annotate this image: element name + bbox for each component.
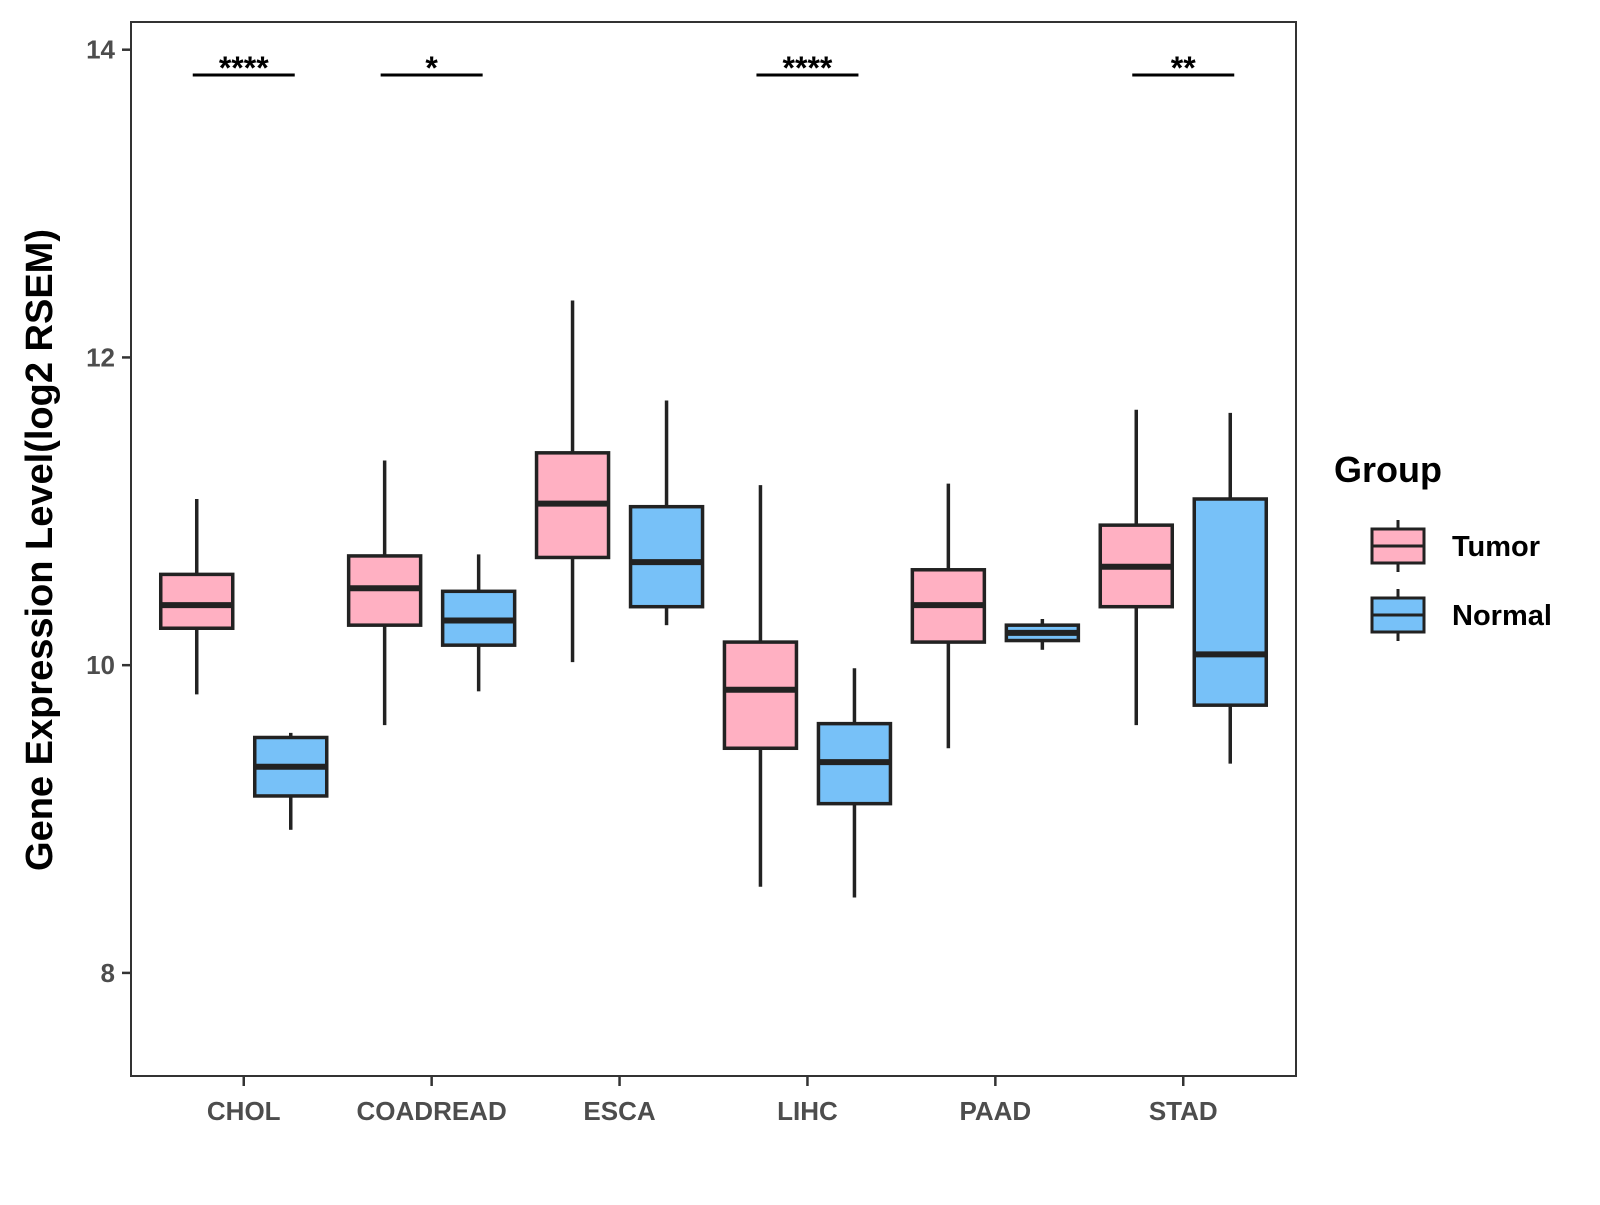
- y-tick-label: 14: [86, 35, 115, 65]
- box-iqr: [628, 504, 705, 609]
- legend-item-normal: Normal: [1370, 589, 1552, 641]
- x-tick-label: PAAD: [959, 1096, 1031, 1126]
- significance-label: *: [425, 50, 438, 86]
- x-tick-label: ESCA: [583, 1096, 655, 1126]
- box-iqr: [1192, 497, 1269, 707]
- y-tick-label: 10: [86, 650, 115, 680]
- x-tick-label: LIHC: [777, 1096, 838, 1126]
- box-tumor-stad: [1098, 409, 1175, 726]
- legend-label: Normal: [1452, 600, 1552, 632]
- y-tick-label: 8: [101, 958, 115, 988]
- y-tick-label: 12: [86, 342, 115, 372]
- box-tumor-chol: [158, 498, 235, 695]
- box-tumor-paad: [910, 483, 987, 749]
- x-tick-label: CHOL: [207, 1096, 281, 1126]
- x-tick-label: COADREAD: [357, 1096, 507, 1126]
- box-normal-coadread: [440, 554, 517, 692]
- box-tumor-lihc: [722, 485, 799, 887]
- significance-label: ****: [219, 50, 269, 86]
- box-iqr: [158, 572, 235, 630]
- legend-label: Tumor: [1452, 531, 1540, 563]
- legend-item-tumor: Tumor: [1370, 520, 1540, 572]
- box-tumor-esca: [534, 300, 611, 663]
- plot-panel-border: [130, 21, 1297, 1077]
- x-tick-label: STAD: [1149, 1096, 1218, 1126]
- legend-title: Group: [1334, 449, 1442, 490]
- box-normal-paad: [1004, 619, 1081, 650]
- box-tumor-coadread: [346, 460, 423, 726]
- box-normal-stad: [1192, 412, 1269, 764]
- box-normal-chol: [252, 732, 329, 830]
- box-normal-esca: [628, 400, 705, 626]
- box-normal-lihc: [816, 668, 893, 898]
- legend: Group Tumor Normal: [1334, 449, 1552, 641]
- box-iqr: [722, 640, 799, 751]
- y-axis-label: Gene Expression Level(log2 RSEM): [19, 229, 61, 871]
- significance-label: **: [1171, 50, 1196, 86]
- significance-label: ****: [783, 50, 833, 86]
